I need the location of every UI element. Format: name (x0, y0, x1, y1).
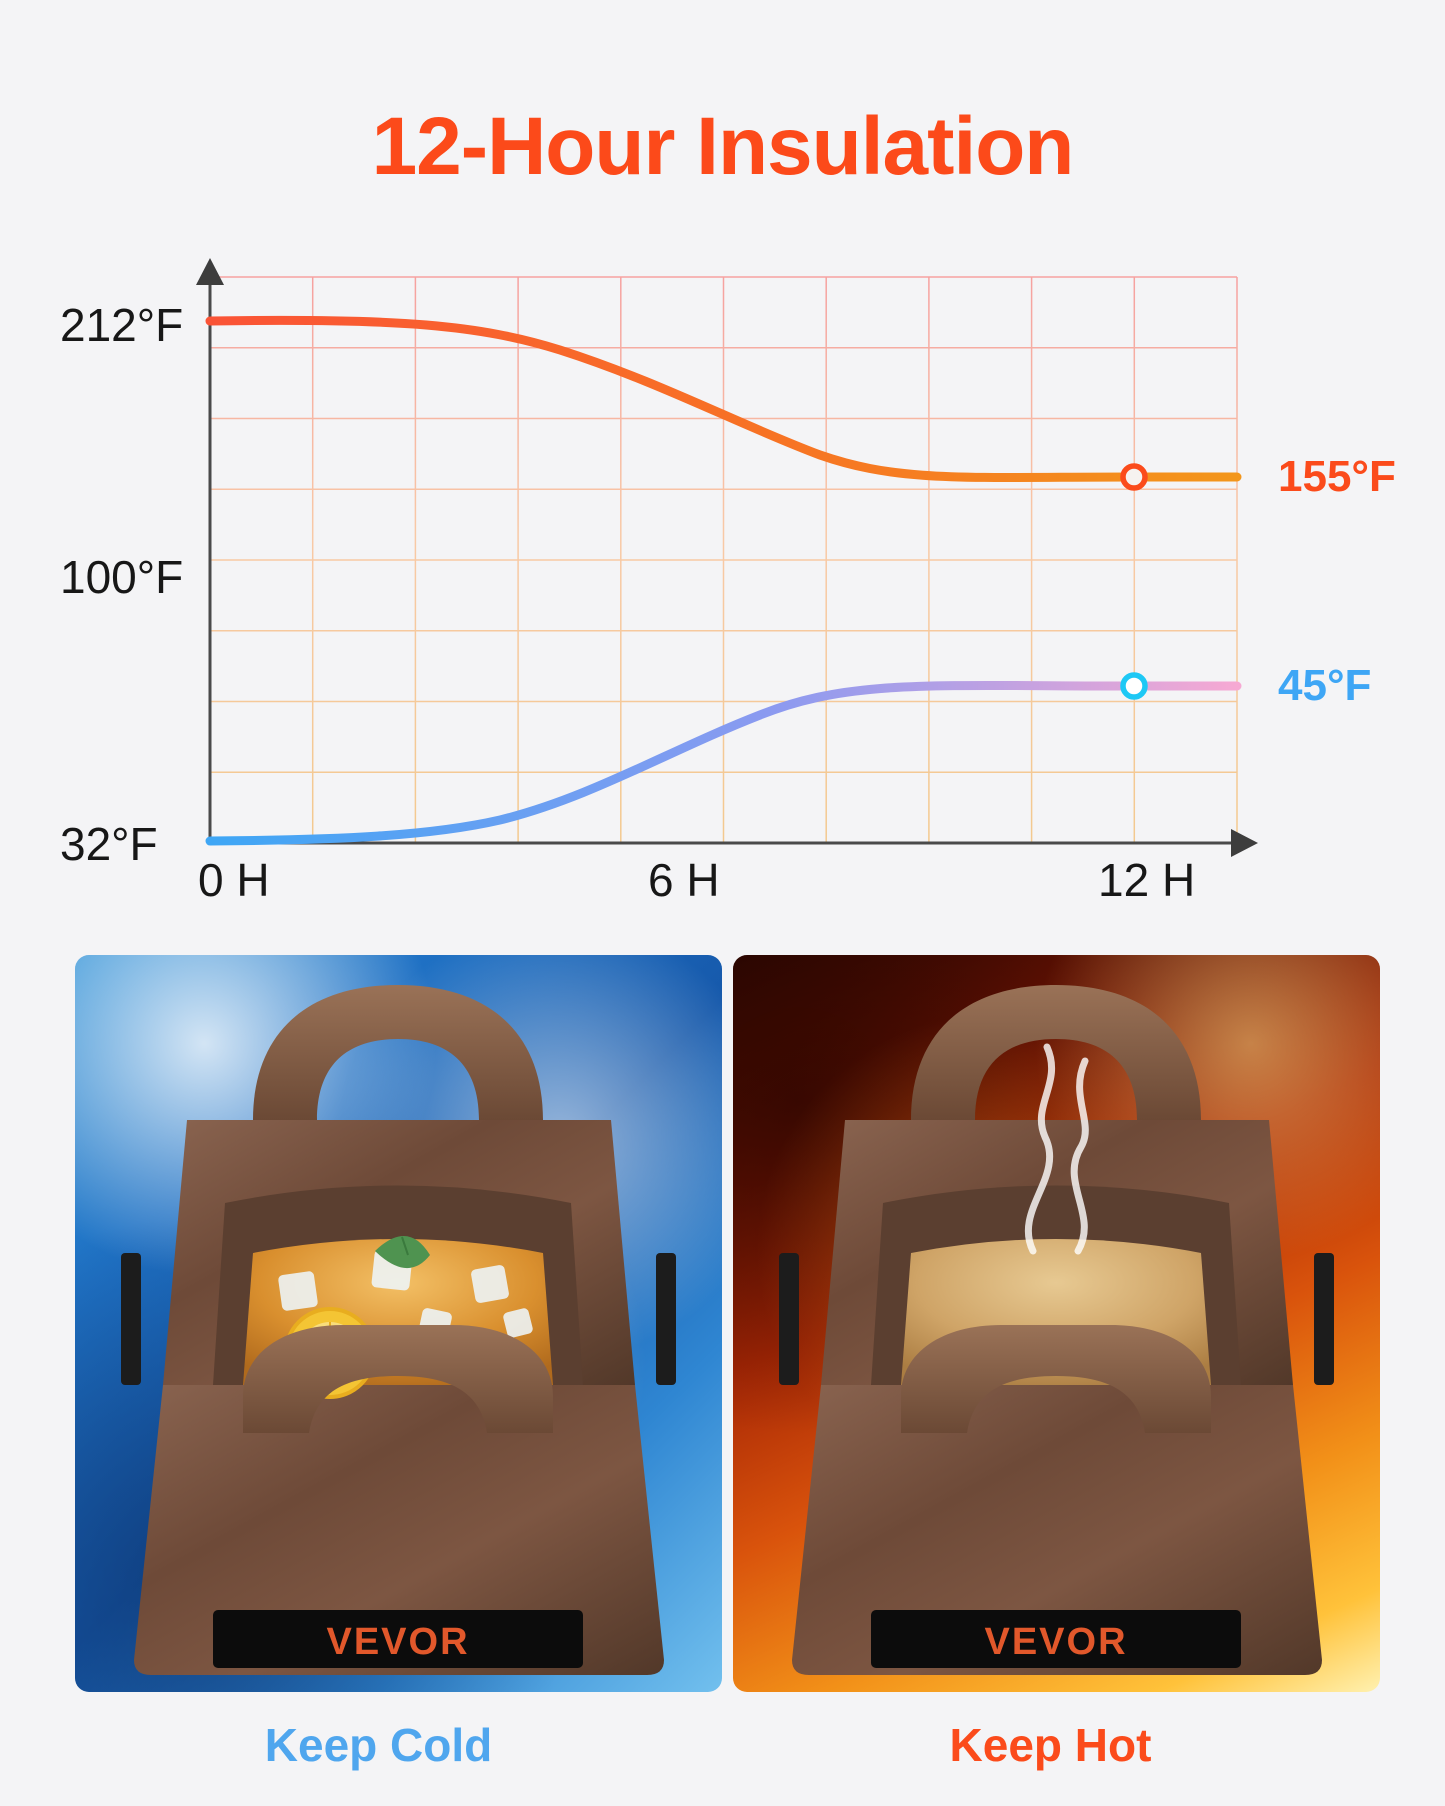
svg-text:VEVOR: VEVOR (326, 1621, 469, 1663)
svg-text:VEVOR: VEVOR (984, 1621, 1127, 1663)
